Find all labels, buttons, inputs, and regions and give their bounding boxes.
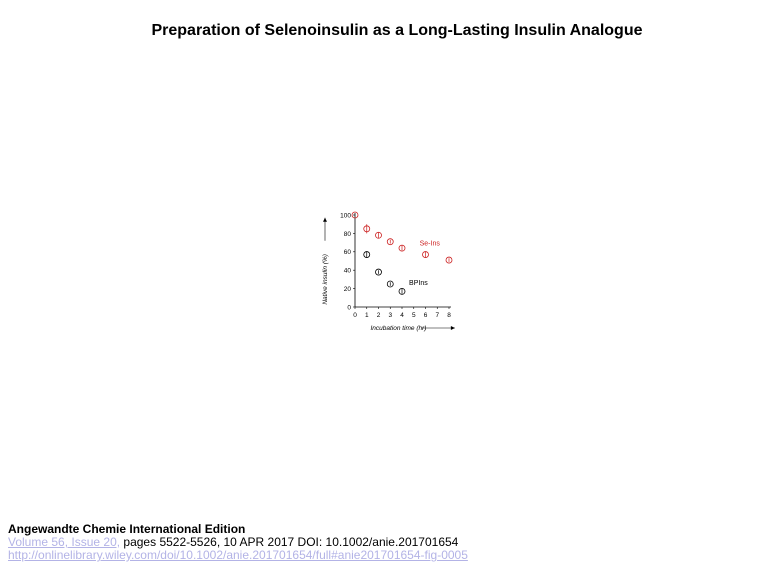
y-tick-label: 0 [347, 304, 351, 311]
data-point [445, 256, 453, 264]
x-tick-label: 5 [412, 312, 416, 319]
y-axis-arrowhead [323, 217, 327, 222]
y-axis-label: Native insulin (%) [322, 254, 329, 305]
data-point [422, 251, 429, 258]
data-point [375, 268, 382, 276]
y-tick-label: 100 [340, 212, 351, 219]
data-point [386, 238, 394, 246]
data-point [375, 231, 382, 239]
journal-name: Angewandte Chemie International Edition [8, 522, 246, 536]
data-point [363, 225, 371, 233]
chart: 0 20 40 60 80 100 0 1 2 3 4 5 6 7 8 Incubation time (hr… [310, 200, 470, 340]
page-title: Preparation of Selenoinsulin as a Long‐L… [151, 22, 643, 39]
x-tick-label: 2 [377, 312, 381, 319]
x-tick-label: 3 [388, 312, 392, 319]
data-point [398, 287, 406, 295]
data-point [386, 280, 394, 288]
x-tick-label: 8 [447, 312, 451, 319]
data-point [351, 211, 359, 219]
y-tick-label: 80 [344, 231, 352, 238]
y-tick-label: 40 [344, 268, 352, 275]
x-tick-label: 0 [353, 312, 357, 319]
x-tick-label: 6 [424, 312, 428, 319]
y-tick-label: 20 [344, 286, 352, 293]
footer: Angewandte Chemie International Edition … [8, 523, 468, 562]
x-axis-label: Incubation time (hr) [370, 325, 426, 332]
series-label-se-ins: Se-Ins [420, 240, 441, 247]
data-point [398, 244, 406, 252]
y-tick-label: 60 [344, 249, 352, 256]
series-label-bpins: BPIns [409, 280, 428, 287]
article-url-link[interactable]: http://onlinelibrary.wiley.com/doi/10.10… [8, 548, 468, 562]
data-point [363, 251, 371, 258]
volume-issue-link[interactable]: Volume 56, Issue 20, [8, 535, 121, 549]
x-tick-label: 1 [365, 312, 369, 319]
citation-text: pages 5522-5526, 10 APR 2017 DOI: 10.100… [120, 535, 459, 549]
x-tick-label: 4 [400, 312, 404, 319]
x-axis-arrowhead [450, 326, 455, 330]
x-tick-label: 7 [435, 312, 439, 319]
citation-line: Volume 56, Issue 20, pages 5522-5526, 10… [8, 536, 468, 549]
